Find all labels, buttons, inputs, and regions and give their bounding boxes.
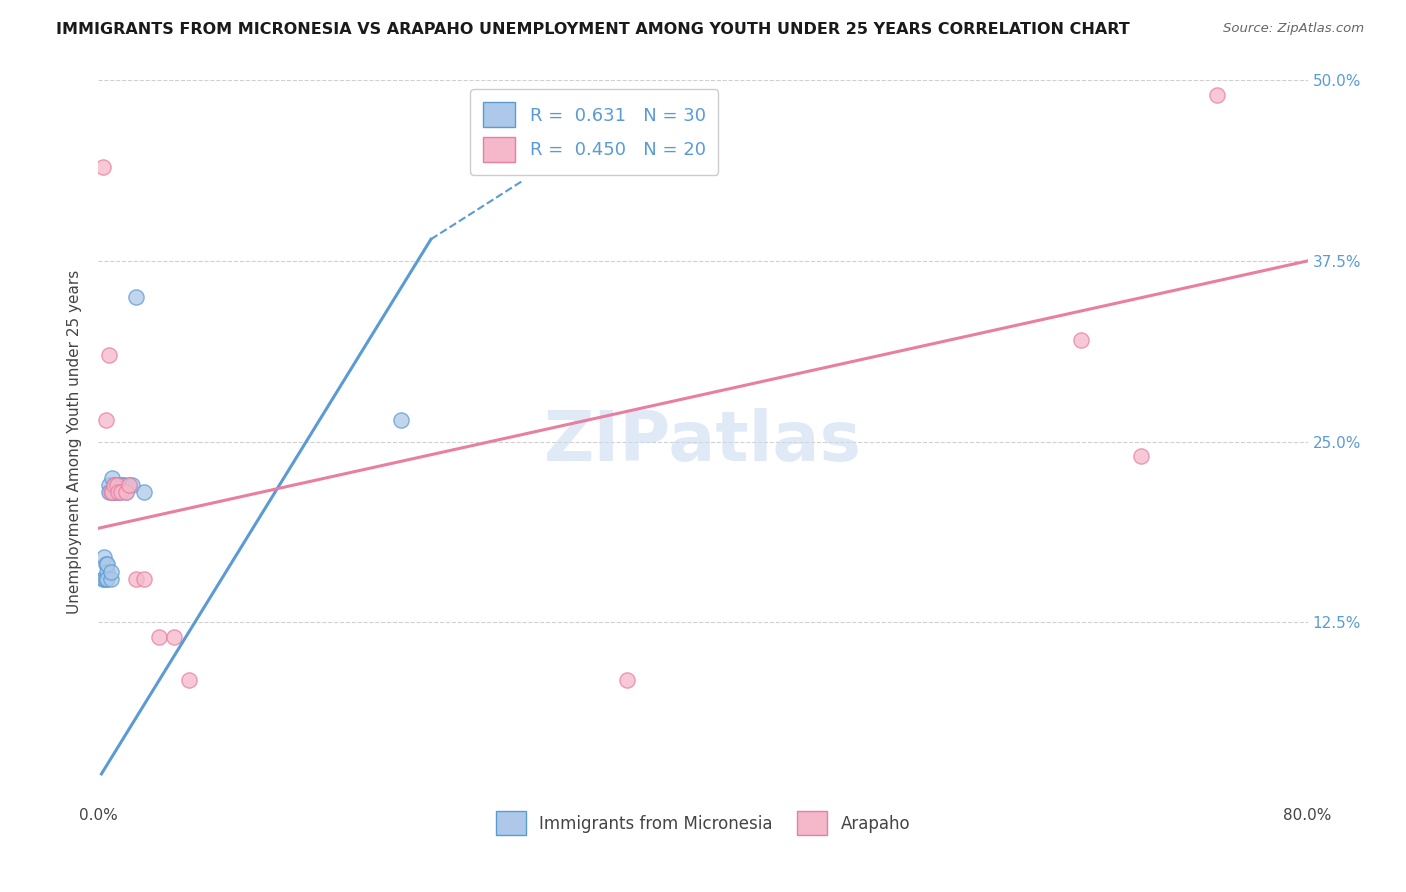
Point [110, 485, 132, 500]
Point [103, 478, 125, 492]
Point [114, 485, 136, 500]
Point [93, 572, 115, 586]
Point [91, 160, 114, 174]
Point [94, 572, 117, 586]
Point [96, 572, 118, 586]
Point [118, 478, 141, 492]
Point [132, 572, 155, 586]
Point [148, 630, 170, 644]
Point [101, 485, 124, 500]
Point [98, 478, 121, 492]
Legend: Immigrants from Micronesia, Arapaho: Immigrants from Micronesia, Arapaho [485, 801, 921, 845]
Point [98, 485, 121, 500]
Point [163, 630, 186, 644]
Point [101, 470, 124, 484]
Point [125, 290, 148, 304]
Point [179, 673, 201, 687]
Point [104, 485, 127, 500]
Point [104, 478, 127, 492]
Point [91, 572, 114, 586]
Point [389, 413, 412, 427]
Point [94, 558, 117, 572]
Point [118, 478, 141, 492]
Point [114, 485, 136, 500]
Point [105, 478, 128, 492]
Point [121, 478, 143, 492]
Text: IMMIGRANTS FROM MICRONESIA VS ARAPAHO UNEMPLOYMENT AMONG YOUTH UNDER 25 YEARS CO: IMMIGRANTS FROM MICRONESIA VS ARAPAHO UN… [56, 22, 1130, 37]
Point [105, 478, 128, 492]
Point [98, 348, 121, 362]
Point [132, 485, 155, 500]
Point [101, 485, 124, 500]
Point [100, 485, 122, 500]
Point [111, 478, 134, 492]
Point [1206, 87, 1229, 102]
Point [1070, 334, 1092, 348]
Point [103, 478, 125, 492]
Point [93, 550, 115, 565]
Point [125, 572, 148, 586]
Point [107, 485, 129, 500]
Point [96, 565, 118, 579]
Point [100, 565, 122, 579]
Point [103, 485, 125, 500]
Point [96, 558, 118, 572]
Point [110, 478, 132, 492]
Point [112, 478, 135, 492]
Point [616, 673, 638, 687]
Y-axis label: Unemployment Among Youth under 25 years: Unemployment Among Youth under 25 years [67, 269, 83, 614]
Point [108, 485, 131, 500]
Point [107, 485, 129, 500]
Text: Source: ZipAtlas.com: Source: ZipAtlas.com [1223, 22, 1364, 36]
Text: ZIPatlas: ZIPatlas [544, 408, 862, 475]
Point [94, 413, 117, 427]
Point [100, 572, 122, 586]
Point [1130, 449, 1153, 463]
